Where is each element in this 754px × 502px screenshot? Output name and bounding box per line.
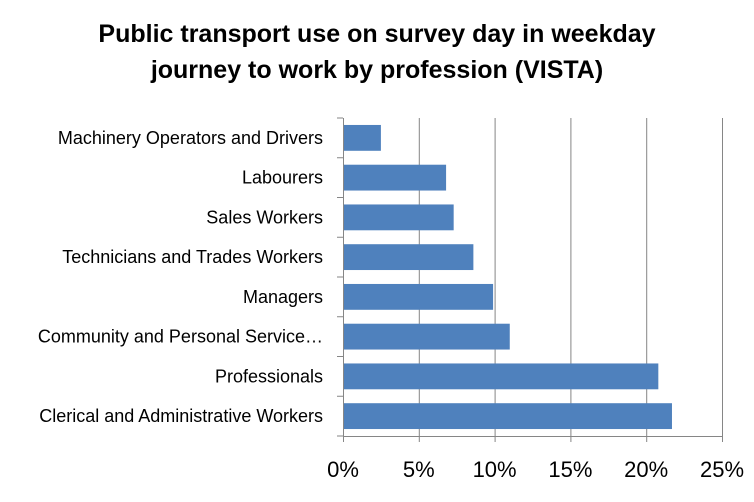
bars: [344, 124, 672, 430]
chart-title: Public transport use on survey day in we…: [0, 16, 754, 88]
category-label: Managers: [243, 287, 323, 307]
category-label: Labourers: [242, 168, 323, 188]
category-label: Technicians and Trades Workers: [62, 247, 323, 267]
x-tick-label: 15%: [548, 457, 592, 482]
x-tick-label: 20%: [624, 457, 668, 482]
bar: [344, 124, 381, 151]
bar: [344, 164, 447, 191]
category-label: Professionals: [215, 366, 323, 386]
bar: [344, 283, 494, 310]
category-label: Machinery Operators and Drivers: [58, 128, 323, 148]
x-tick-label: 0%: [327, 457, 359, 482]
chart-title-line-1: Public transport use on survey day in we…: [98, 20, 656, 48]
bar: [344, 244, 474, 271]
x-tick-label: 25%: [700, 457, 744, 482]
x-tick-label: 10%: [473, 457, 517, 482]
bar: [344, 403, 672, 430]
chart-title-line-2: journey to work by profession (VISTA): [150, 56, 604, 84]
bar: [344, 363, 659, 390]
x-tick-label: 5%: [403, 457, 435, 482]
category-label: Sales Workers: [206, 207, 323, 227]
category-labels: Machinery Operators and Drivers Labourers…: [38, 128, 323, 426]
x-tick-labels: 0% 5% 10% 15% 20% 25%: [327, 457, 744, 482]
bar: [344, 204, 454, 231]
category-label: Community and Personal Service…: [38, 327, 323, 347]
category-label: Clerical and Administrative Workers: [39, 406, 323, 426]
bar: [344, 323, 510, 350]
